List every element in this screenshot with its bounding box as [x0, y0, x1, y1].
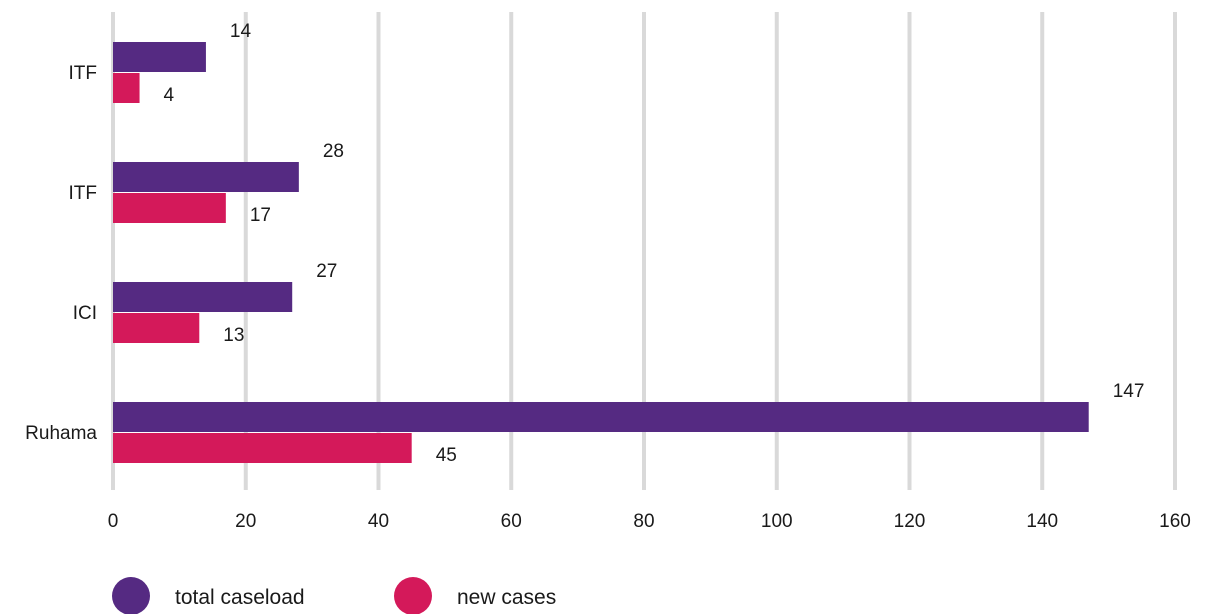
bar-new-cases-itf-0 — [113, 73, 140, 103]
data-label-new-cases-itf-0: 4 — [164, 85, 175, 106]
data-label-new-cases-ruhama-3: 45 — [436, 445, 457, 466]
bar-new-cases-itf-1 — [113, 193, 226, 223]
data-label-total-caseload-ruhama-3: 147 — [1113, 381, 1145, 402]
data-label-total-caseload-ici-2: 27 — [316, 261, 337, 282]
category-label-ruhama-3: Ruhama — [25, 423, 97, 444]
legend-swatch-total-caseload — [112, 577, 150, 614]
grid-lines — [111, 12, 1177, 490]
x-axis-tick-labels: 0 20 40 60 80 100 120 140 160 — [108, 511, 1191, 532]
legend-item-total-caseload: total caseload — [112, 577, 305, 614]
bar-total-caseload-itf-1 — [113, 162, 299, 192]
legend-item-new-cases: new cases — [394, 577, 556, 614]
legend-swatch-new-cases — [394, 577, 432, 614]
bar-total-caseload-itf-0 — [113, 42, 206, 72]
bars — [113, 42, 1089, 463]
bar-total-caseload-ruhama-3 — [113, 402, 1089, 432]
x-tick-label-120: 120 — [894, 511, 926, 532]
category-labels: ITF ITF ICI Ruhama — [25, 63, 97, 444]
bar-new-cases-ruhama-3 — [113, 433, 412, 463]
category-label-ici-2: ICI — [73, 303, 97, 324]
x-tick-label-60: 60 — [501, 511, 522, 532]
category-label-itf-0: ITF — [69, 63, 98, 84]
data-label-total-caseload-itf-0: 14 — [230, 21, 252, 42]
data-label-new-cases-ici-2: 13 — [223, 325, 244, 346]
legend-label-total-caseload: total caseload — [175, 586, 305, 609]
data-label-total-caseload-itf-1: 28 — [323, 141, 344, 162]
x-tick-label-160: 160 — [1159, 511, 1191, 532]
x-tick-label-80: 80 — [633, 511, 654, 532]
x-tick-label-0: 0 — [108, 511, 119, 532]
bar-total-caseload-ici-2 — [113, 282, 293, 312]
x-tick-label-20: 20 — [235, 511, 256, 532]
x-tick-label-140: 140 — [1026, 511, 1058, 532]
legend-label-new-cases: new cases — [457, 586, 556, 609]
bar-new-cases-ici-2 — [113, 313, 200, 343]
x-tick-label-40: 40 — [368, 511, 389, 532]
category-label-itf-1: ITF — [69, 183, 98, 204]
legend: total caseload new cases — [112, 577, 556, 614]
data-labels: 14 4 28 17 27 13 147 45 — [164, 21, 1145, 466]
x-tick-label-100: 100 — [761, 511, 793, 532]
data-label-new-cases-itf-1: 17 — [250, 205, 271, 226]
